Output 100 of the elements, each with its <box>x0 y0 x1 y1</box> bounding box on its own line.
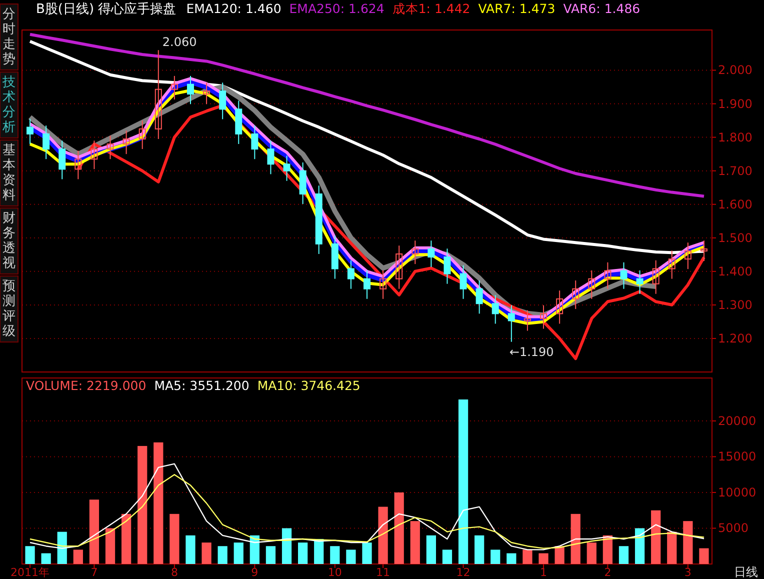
chart-title: B股(日线) 得心应手操盘 <box>36 1 176 17</box>
candlestick <box>588 270 596 300</box>
annotation: 2.060 <box>162 35 197 50</box>
y-tick-label: 1.900 <box>718 96 752 111</box>
candlestick <box>203 82 210 105</box>
y-tick-label: 1.200 <box>718 331 752 346</box>
bar <box>554 546 564 564</box>
candlestick <box>508 304 515 342</box>
bar <box>474 535 484 564</box>
x-tick-label: 9 <box>251 566 258 579</box>
bar <box>442 550 452 564</box>
candlestick <box>170 75 178 100</box>
bar <box>25 546 35 564</box>
annotation: ←1.190 <box>509 344 554 359</box>
candlestick <box>684 242 692 270</box>
bar <box>362 542 372 564</box>
x-tick-label: 3 <box>684 566 692 579</box>
bar <box>73 550 83 564</box>
y-tick-label: 15000 <box>718 450 756 464</box>
bar <box>250 535 260 564</box>
bar <box>634 528 645 564</box>
bar <box>282 528 292 564</box>
text: VAR7: 1.473 <box>478 1 556 16</box>
bar <box>202 542 212 564</box>
candlestick <box>122 130 130 155</box>
y-tick-label: 20000 <box>718 414 756 428</box>
bar <box>105 528 116 564</box>
bar <box>298 542 308 564</box>
bar <box>458 399 468 564</box>
x-tick-label: 11 <box>376 566 390 579</box>
x-tick-label: 8 <box>170 566 178 579</box>
bar <box>186 535 196 564</box>
candlestick <box>74 150 82 180</box>
candlestick <box>620 262 628 290</box>
candlestick <box>700 240 708 262</box>
candlestick <box>283 155 290 182</box>
text: MA10: 3746.425 <box>257 378 360 393</box>
candlestick <box>444 248 451 284</box>
candlestick <box>380 270 387 300</box>
candlestick <box>219 82 226 120</box>
y-tick-label: 1.800 <box>718 130 752 144</box>
text: MA5: 3551.200 <box>154 378 250 393</box>
y-tick-label: 1.700 <box>718 164 752 178</box>
bar <box>41 553 51 564</box>
x-tick-label: 10 <box>328 566 342 579</box>
candlestick <box>90 140 98 170</box>
candlestick <box>556 290 564 324</box>
bar <box>138 446 148 564</box>
text: 技术分析 <box>2 75 16 135</box>
bar <box>234 542 244 564</box>
candlestick <box>492 294 499 324</box>
bar <box>330 546 340 564</box>
text: VAR6: 1.486 <box>563 1 640 16</box>
y-tick-label: 5000 <box>718 521 749 536</box>
candlestick <box>636 270 644 294</box>
text: 分时走势 <box>2 7 16 67</box>
bar <box>426 535 436 564</box>
candlestick <box>347 260 354 290</box>
candlestick <box>138 120 146 150</box>
candlestick <box>524 310 531 332</box>
x-tick-label: 2011年 <box>10 566 50 579</box>
candlestick <box>267 140 274 175</box>
y-tick-label: 1.300 <box>718 298 752 312</box>
text: 财务透视 <box>2 211 16 271</box>
candlestick <box>428 240 435 268</box>
candlestick <box>42 125 50 160</box>
bar <box>490 550 500 564</box>
bar <box>266 546 276 564</box>
y-tick-label: 1.600 <box>718 197 752 212</box>
bar <box>121 514 132 564</box>
line-series <box>28 32 706 198</box>
x-tick-label: 12 <box>456 566 470 579</box>
x-tick-label: 2 <box>604 566 612 579</box>
bar <box>570 514 580 564</box>
bar <box>538 553 548 564</box>
x-tick-label: 1 <box>540 566 548 579</box>
candlestick <box>540 304 548 330</box>
bar <box>602 535 613 564</box>
bar <box>57 532 67 564</box>
candlestick <box>460 264 467 300</box>
candlestick <box>251 125 258 160</box>
bar <box>522 550 532 564</box>
candlestick <box>364 270 370 300</box>
bar <box>346 550 356 564</box>
bar <box>586 542 596 564</box>
text: 基本资料 <box>2 143 16 203</box>
y-tick-label: 1.500 <box>718 230 752 245</box>
bar <box>651 510 661 564</box>
candlestick <box>58 140 66 180</box>
candlestick <box>106 135 114 160</box>
candlestick <box>604 262 612 290</box>
y-tick-label: 10000 <box>718 485 756 500</box>
candlestick <box>668 250 676 280</box>
candlestick <box>154 50 162 140</box>
text: EMA250: 1.624 <box>289 1 384 16</box>
bar <box>154 442 164 564</box>
bar <box>618 546 629 564</box>
candlestick <box>186 75 194 105</box>
bar <box>667 532 677 564</box>
candlestick <box>26 118 34 144</box>
